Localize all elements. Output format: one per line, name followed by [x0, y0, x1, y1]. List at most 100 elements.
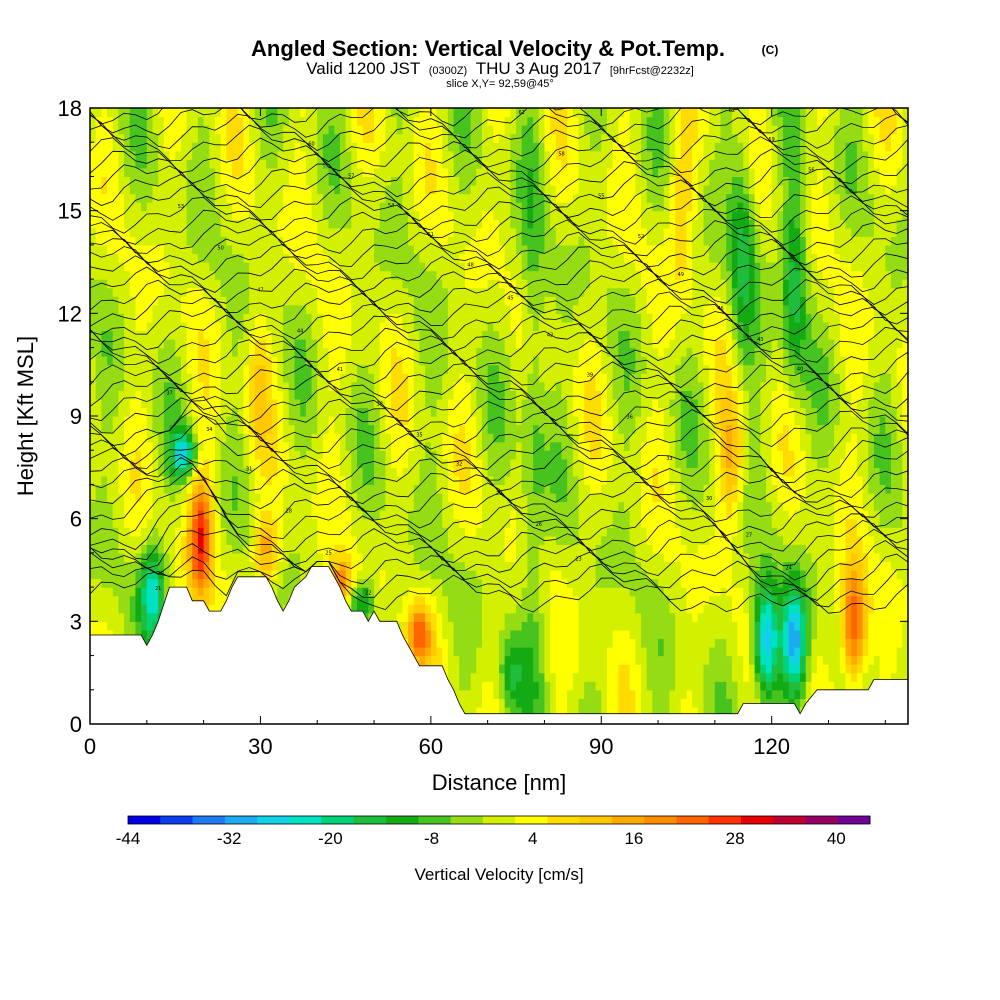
field-cell — [249, 321, 256, 332]
field-cell — [396, 150, 404, 160]
field-cell — [220, 202, 227, 212]
field-cell — [430, 416, 438, 426]
field-cell — [158, 424, 165, 434]
field-cell — [112, 330, 119, 340]
field-cell — [345, 287, 352, 297]
field-cell — [192, 570, 199, 580]
field-cell — [152, 339, 159, 349]
field-cell — [305, 176, 313, 186]
field-cell — [334, 407, 341, 417]
field-cell — [351, 347, 358, 357]
field-cell — [356, 475, 364, 486]
field-cell — [379, 510, 386, 520]
field-cell — [368, 304, 375, 314]
field-cell — [328, 373, 335, 383]
field-cell — [95, 227, 102, 237]
field-cell — [226, 176, 233, 186]
field-cell — [470, 304, 477, 314]
field-cell — [459, 433, 466, 443]
field-cell — [345, 398, 352, 409]
field-cell — [374, 475, 381, 486]
field-cell — [220, 296, 227, 306]
field-cell — [112, 407, 119, 417]
field-cell — [328, 398, 335, 409]
field-cell — [328, 227, 335, 237]
field-cell — [112, 510, 119, 520]
field-cell — [317, 330, 324, 340]
field-cell — [135, 125, 142, 135]
field-cell — [158, 253, 165, 263]
field-cell — [220, 535, 227, 545]
field-cell — [425, 390, 432, 400]
field-cell — [317, 356, 324, 366]
field-cell — [464, 253, 472, 263]
field-cell — [192, 450, 199, 460]
field-cell — [175, 313, 182, 323]
field-cell — [453, 330, 460, 340]
field-cell — [345, 364, 352, 374]
field-cell — [362, 193, 369, 203]
field-cell — [163, 330, 171, 340]
field-cell — [334, 501, 341, 511]
field-cell — [209, 227, 216, 237]
field-cell — [425, 475, 432, 486]
field-cell — [141, 450, 148, 460]
field-cell — [186, 262, 193, 272]
field-cell — [197, 176, 205, 186]
field-cell — [396, 202, 404, 212]
field-cell — [237, 321, 244, 332]
field-cell — [442, 193, 449, 203]
field-cell — [379, 501, 386, 511]
field-cell — [243, 313, 250, 323]
field-cell — [118, 467, 125, 477]
field-cell — [249, 296, 256, 306]
field-cell — [237, 116, 244, 126]
field-cell — [95, 330, 102, 340]
field-cell — [135, 484, 142, 494]
field-cell — [260, 493, 267, 503]
field-cell — [112, 304, 119, 314]
field-cell — [220, 270, 227, 280]
field-cell — [112, 475, 119, 486]
field-cell — [271, 253, 279, 263]
field-cell — [158, 578, 165, 588]
field-cell — [271, 227, 279, 237]
field-cell — [413, 484, 421, 494]
field-cell — [124, 578, 131, 588]
field-cell — [192, 202, 199, 212]
field-cell — [374, 133, 381, 143]
field-cell — [470, 535, 477, 545]
field-cell — [95, 236, 102, 246]
field-cell — [237, 501, 244, 511]
field-cell — [379, 398, 386, 409]
field-cell — [124, 621, 131, 631]
field-cell — [305, 381, 313, 391]
field-cell — [277, 167, 284, 178]
field-cell — [402, 595, 409, 605]
field-cell — [339, 321, 347, 332]
field-cell — [322, 518, 330, 528]
field-cell — [459, 253, 466, 263]
field-cell — [322, 321, 330, 332]
field-cell — [192, 424, 199, 434]
field-cell — [317, 262, 324, 272]
field-cell — [203, 416, 210, 426]
field-cell — [334, 296, 341, 306]
field-cell — [135, 416, 142, 426]
field-cell — [436, 604, 443, 614]
field-cell — [300, 185, 307, 195]
field-cell — [436, 475, 443, 486]
field-cell — [379, 441, 386, 451]
field-cell — [476, 150, 483, 160]
field-cell — [271, 176, 279, 186]
field-cell — [362, 475, 369, 486]
field-cell — [141, 356, 148, 366]
field-cell — [362, 493, 369, 503]
field-cell — [135, 424, 142, 434]
field-cell — [322, 270, 330, 280]
field-cell — [152, 535, 159, 545]
field-cell — [470, 330, 477, 340]
field-cell — [146, 450, 154, 460]
field-cell — [135, 330, 142, 340]
field-cell — [436, 527, 443, 537]
